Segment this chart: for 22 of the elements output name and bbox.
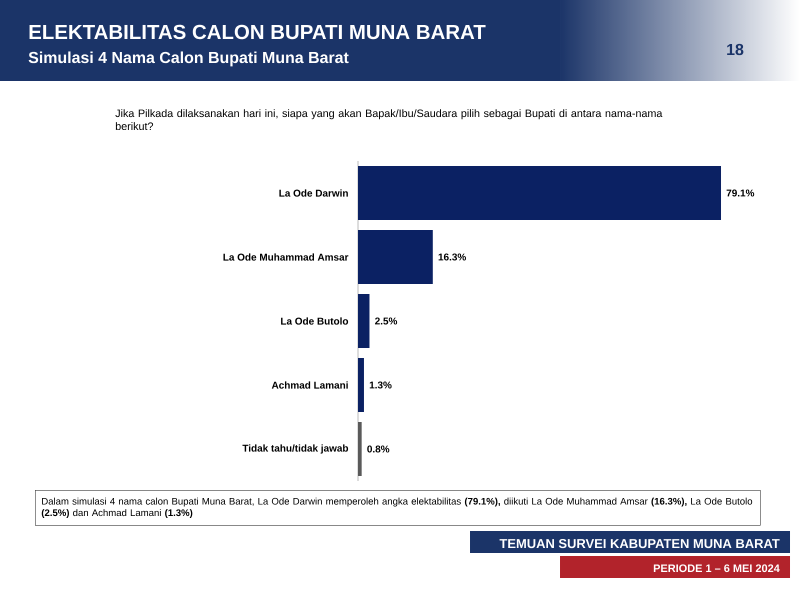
y-tick-label: Tidak tahu/tidak jawab xyxy=(242,444,348,454)
bar xyxy=(358,422,362,476)
y-tick-label: La Ode Butolo xyxy=(281,317,348,325)
chart-title: ELEKTABILITAS CALON BUPATI MUNA BARAT xyxy=(30,24,486,40)
text: Dalam simulasi 4 nama calon Bupati Muna Barat, La Ode Darwin memperoleh angka elektabilitas (79.1%), diikuti La Ode Muhammad Amsar (16.3%), La Ode Butolo (2.5%) dan Achmad Lamani (1.3%) xyxy=(42,498,752,518)
text: TEMUAN SURVEI KABUPATEN MUNA BARAT xyxy=(500,538,780,548)
data-label: 2.5% xyxy=(375,317,398,325)
data-label: 79.1% xyxy=(726,189,754,197)
text: PERIODE 1 – 6 MEI 2024 xyxy=(654,564,780,572)
y-tick-label: La Ode Muhammad Amsar xyxy=(223,253,348,261)
bar xyxy=(358,294,370,348)
y-tick-label: Achmad Lamani xyxy=(272,381,348,389)
text: Simulasi 4 Nama Calon Bupati Muna Barat xyxy=(28,51,349,66)
data-label: 0.8% xyxy=(367,445,390,453)
y-tick-label: La Ode Darwin xyxy=(279,189,348,197)
bar xyxy=(358,230,433,284)
data-label: 1.3% xyxy=(370,381,392,389)
bar xyxy=(358,166,722,220)
text: Jika Pilkada dilaksanakan hari ini, siapa yang akan Bapak/Ibu/Saudara pilih sebagai Bupati di antara nama-nama berikut? xyxy=(115,109,662,130)
text: 18 xyxy=(727,44,744,56)
data-label: 16.3% xyxy=(438,253,466,261)
bar xyxy=(358,358,364,412)
